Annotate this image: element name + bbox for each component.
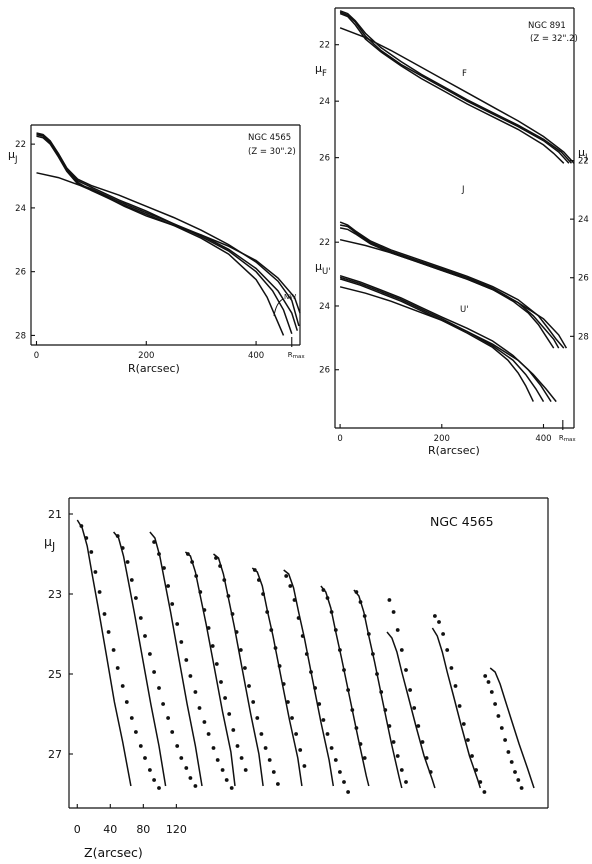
p1-ticks: 0 200 400 22 24 26 28: [15, 140, 264, 361]
p1-xtick-label: 400: [248, 351, 264, 361]
p1-subtitle: (Z = 30".2): [248, 147, 296, 157]
p1-ytick-label: 26: [15, 268, 26, 278]
p1-rmax-r: R: [288, 351, 293, 359]
p1-ytick-label: 24: [15, 204, 26, 214]
p1-ytick-label: 22: [15, 140, 26, 150]
p1-ylabel-sub: J: [14, 155, 18, 165]
p1-ylabel: μJ: [8, 148, 18, 165]
p1-axes: [30, 124, 301, 346]
p1-xtick-label: 0: [34, 351, 39, 361]
p1-rmax-sub: max: [293, 354, 306, 360]
p1-ytick-label: 28: [15, 331, 26, 341]
p1-series-line: [36, 133, 300, 327]
p1-nw-arrow: [273, 298, 284, 317]
p1-ylabel-mu: μ: [8, 148, 15, 161]
p1-title: NGC 4565: [248, 133, 291, 143]
p1-rmax-label: Rmax: [288, 351, 306, 360]
p1-nw-label: NW: [284, 293, 296, 301]
p1-series-line: [36, 132, 293, 335]
p1-xtick-label: 200: [138, 351, 154, 361]
p1-xlabel: R(arcsec): [128, 362, 180, 375]
p1-rmax-marker: Rmax: [288, 337, 306, 360]
p1-series-line: [36, 133, 285, 336]
p1-curves: [36, 132, 301, 336]
p1-series-line: [36, 135, 299, 331]
p1-series-line: [36, 172, 301, 314]
